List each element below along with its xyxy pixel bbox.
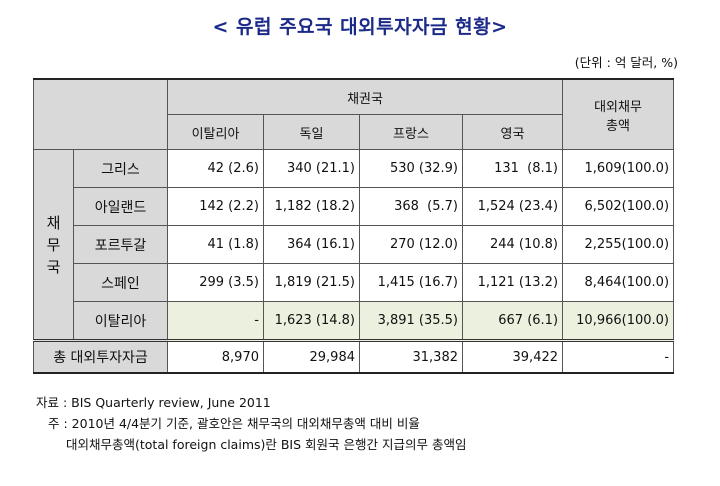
unit-label: (단위 : 억 달러, %) <box>574 55 678 70</box>
table-cell: 270 (12.0) <box>359 225 463 264</box>
creditor-col-header: 영국 <box>461 114 564 150</box>
row-label: 이탈리아 <box>73 301 168 341</box>
table-cell: 3,891 (35.5) <box>359 301 463 341</box>
total-cell: 8,464(100.0) <box>562 263 675 302</box>
investment-table: 채권국 대외채무 총액 이탈리아 독일 프랑스 영국 채무국 그리스 42 (2… <box>33 78 675 374</box>
table-cell: 530 (32.9) <box>359 149 463 188</box>
debtor-header: 채무국 <box>33 149 74 341</box>
table-cell: 340 (21.1) <box>263 149 360 188</box>
table-cell: 42 (2.6) <box>167 149 264 188</box>
table-cell: 1,121 (13.2) <box>461 263 564 302</box>
source-note: 자료 : BIS Quarterly review, June 2011 <box>36 395 271 410</box>
total-debt-header: 대외채무 총액 <box>562 78 675 150</box>
row-label: 아일랜드 <box>73 187 168 226</box>
table-row: 스페인 299 (3.5) 1,819 (21.5) 1,415 (16.7) … <box>34 263 675 302</box>
total-cell: 10,966(100.0) <box>562 301 675 341</box>
total-row: 총 대외투자자금 8,970 29,984 31,382 39,422 - <box>33 339 675 374</box>
table-cell: 41 (1.8) <box>167 225 264 264</box>
total-cell: - <box>562 339 675 374</box>
table-cell: 131 (8.1) <box>461 149 564 188</box>
debtor-header-text: 채무국 <box>46 213 61 276</box>
table-cell: 31,382 <box>359 339 463 374</box>
table-cell: - <box>167 301 264 341</box>
footnote-continued: 대외채무총액(total foreign claims)란 BIS 회원국 은행… <box>66 437 467 452</box>
table-cell: 39,422 <box>461 339 564 374</box>
total-cell: 1,609(100.0) <box>562 149 675 188</box>
table-cell: 1,182 (18.2) <box>263 187 360 226</box>
table-cell: 1,819 (21.5) <box>263 263 360 302</box>
table-cell: 667 (6.1) <box>461 301 564 341</box>
row-label: 포르투갈 <box>73 225 168 264</box>
total-debt-header-line1: 대외채무 <box>594 99 642 115</box>
page-title: < 유럽 주요국 대외투자자금 현황> <box>212 16 508 38</box>
table-row: 포르투갈 41 (1.8) 364 (16.1) 270 (12.0) 244 … <box>34 225 675 264</box>
table-cell: 368 (5.7) <box>359 187 463 226</box>
notes: 자료 : BIS Quarterly review, June 2011 주 :… <box>36 392 466 455</box>
creditor-col-header: 이탈리아 <box>167 114 264 150</box>
table-row: 이탈리아 - 1,623 (14.8) 3,891 (35.5) 667 (6.… <box>34 301 675 341</box>
table-cell: 244 (10.8) <box>461 225 564 264</box>
corner-cell <box>33 78 168 150</box>
table-cell: 1,623 (14.8) <box>263 301 360 341</box>
creditor-col-header: 독일 <box>263 114 360 150</box>
table-cell: 142 (2.2) <box>167 187 264 226</box>
table-row: 채무국 그리스 42 (2.6) 340 (21.1) 530 (32.9) 1… <box>33 149 675 341</box>
total-cell: 6,502(100.0) <box>562 187 675 226</box>
row-label: 그리스 <box>73 149 168 188</box>
table-cell: 364 (16.1) <box>263 225 360 264</box>
table-cell: 1,524 (23.4) <box>461 187 564 226</box>
total-debt-header-line2: 총액 <box>606 118 630 134</box>
table-cell: 299 (3.5) <box>167 263 264 302</box>
table-cell: 29,984 <box>263 339 360 374</box>
footnote: 주 : 2010년 4/4분기 기준, 괄호안은 채무국의 대외채무총액 대비 … <box>48 416 420 431</box>
table-row: 아일랜드 142 (2.2) 1,182 (18.2) 368 (5.7) 1,… <box>34 187 675 226</box>
creditor-header: 채권국 <box>166 78 564 115</box>
total-row-label: 총 대외투자자금 <box>33 339 168 374</box>
total-cell: 2,255(100.0) <box>562 225 675 264</box>
table-cell: 8,970 <box>167 339 264 374</box>
creditor-col-header: 프랑스 <box>359 114 463 150</box>
row-label: 스페인 <box>73 263 168 302</box>
table-cell: 1,415 (16.7) <box>359 263 463 302</box>
